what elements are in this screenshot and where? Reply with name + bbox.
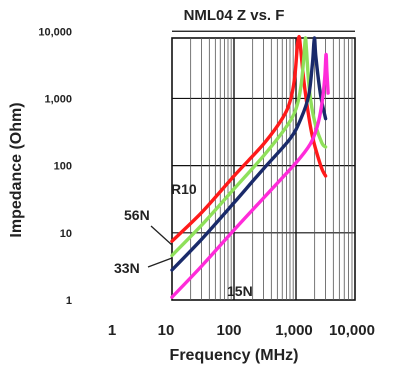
chart-title: NML04 Z vs. F <box>184 7 285 24</box>
leader-56n <box>150 225 173 246</box>
x-tick-label: 10 <box>158 322 175 339</box>
y-tick-label: 100 <box>54 161 72 173</box>
series-line-r10 <box>170 34 328 243</box>
x-tick-label: 1,000 <box>275 322 313 339</box>
series-leader-lines <box>147 225 173 268</box>
series-line-56n <box>170 36 328 258</box>
x-axis-label: Frequency (MHz) <box>170 347 299 364</box>
y-tick-label: 1 <box>66 295 72 307</box>
leader-33n <box>147 257 173 268</box>
series-label-56n: 56N <box>124 207 150 223</box>
x-tick-label: 1 <box>108 322 116 339</box>
y-tick-label: 10 <box>60 228 72 240</box>
series-line-15n <box>170 52 330 299</box>
axis-ticks: 1 10 100 1,000 10,000 1 10 100 1,000 10,000 <box>38 26 375 339</box>
y-axis-label: Impedance (Ohm) <box>8 102 25 237</box>
series-line-33n <box>170 36 328 272</box>
y-tick-label: 1,000 <box>44 93 72 105</box>
series-label-33n: 33N <box>114 260 140 276</box>
series-label-r10: R10 <box>171 181 197 197</box>
series-label-15n: 15N <box>227 283 253 299</box>
y-tick-label: 10,000 <box>38 26 72 38</box>
x-tick-label: 10,000 <box>329 322 375 339</box>
x-tick-label: 100 <box>216 322 241 339</box>
series-labels: R10 56N 33N 15N <box>114 181 253 299</box>
plot-series <box>170 34 330 299</box>
